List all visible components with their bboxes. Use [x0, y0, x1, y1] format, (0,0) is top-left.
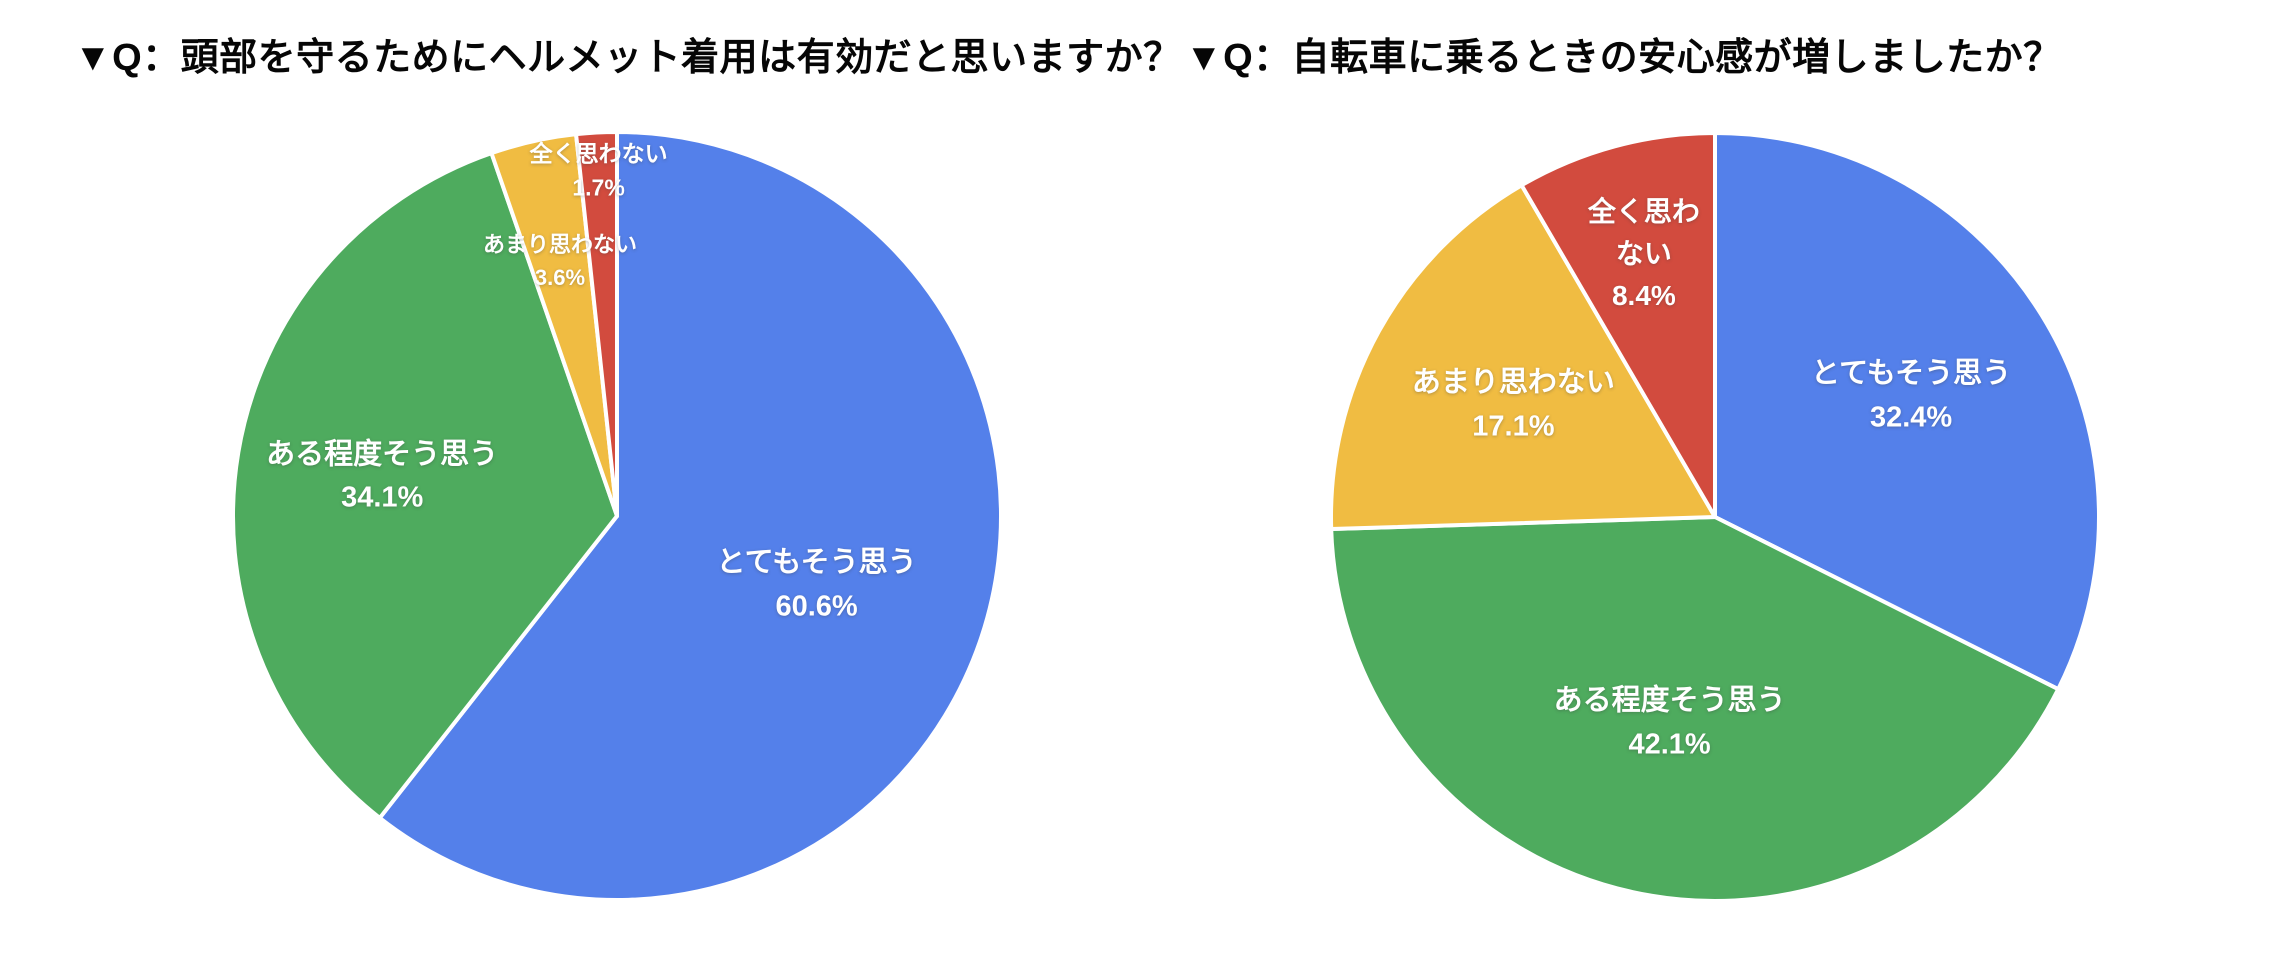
- pie-1-slice-strongly-agree: [377, 130, 1003, 902]
- chart-title-helmet-effectiveness: ▼Q：頭部を守るためにヘルメット着用は有効だと思いますか？: [74, 37, 1182, 79]
- pie-2-slice-somewhat-agree: [1329, 515, 2061, 903]
- pie-2-slice-not-really: [1329, 183, 1717, 532]
- pie-2-slice-strongly-agree: [1713, 131, 2102, 692]
- chart-title-sense-of-security: ▼Q：自転車に乗るときの安心感が増しましたか？: [1185, 37, 2062, 79]
- pie-1-slice-not-at-all: [574, 130, 619, 518]
- pie-2-slice-not-at-all: [1519, 131, 1717, 519]
- pie-1-slice-somewhat-agree: [231, 151, 619, 820]
